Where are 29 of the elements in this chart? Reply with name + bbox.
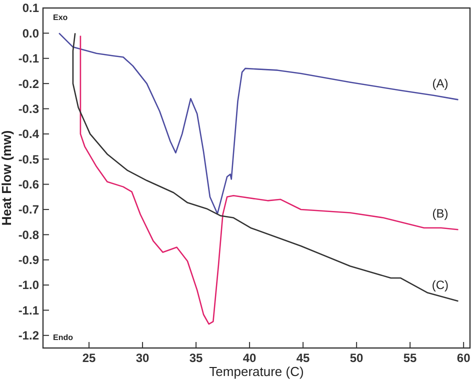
- x-axis-title: Temperature (C): [209, 364, 304, 379]
- y-tick-label: -0.8: [18, 228, 40, 242]
- annotation: Exo: [53, 13, 68, 22]
- x-tick-label: 25: [82, 351, 96, 365]
- y-tick-label: -0.9: [18, 253, 40, 268]
- y-tick-label: 0.0: [22, 26, 40, 40]
- annotation: Endo: [53, 333, 74, 342]
- series-label: (B): [432, 206, 448, 221]
- x-tick-label: 30: [136, 351, 150, 365]
- x-tick-label: 55: [403, 351, 418, 365]
- y-tick-label: -0.5: [18, 152, 40, 166]
- series-label: (A): [432, 76, 448, 91]
- y-tick-label: 0.1: [22, 1, 40, 16]
- x-tick-label: 40: [242, 351, 257, 365]
- x-tick-label: 45: [296, 351, 310, 365]
- x-tick-label: 50: [350, 351, 364, 365]
- y-tick-label: -1.1: [18, 303, 40, 318]
- series-label: (C): [432, 278, 449, 292]
- y-tick-label: -1.0: [18, 278, 40, 292]
- y-tick-label: -0.1: [18, 52, 40, 66]
- x-tick-label: 35: [189, 351, 204, 365]
- y-tick-label: -0.4: [18, 127, 40, 142]
- y-tick-label: -0.6: [18, 177, 40, 192]
- y-tick-label: -0.3: [18, 102, 40, 116]
- x-tick-label: 60: [456, 351, 471, 365]
- y-tick-label: -0.2: [18, 76, 40, 91]
- y-tick-label: -0.7: [18, 202, 40, 217]
- y-tick-label: -1.2: [18, 328, 40, 343]
- y-axis-title: Heat Flow (mw): [0, 130, 14, 226]
